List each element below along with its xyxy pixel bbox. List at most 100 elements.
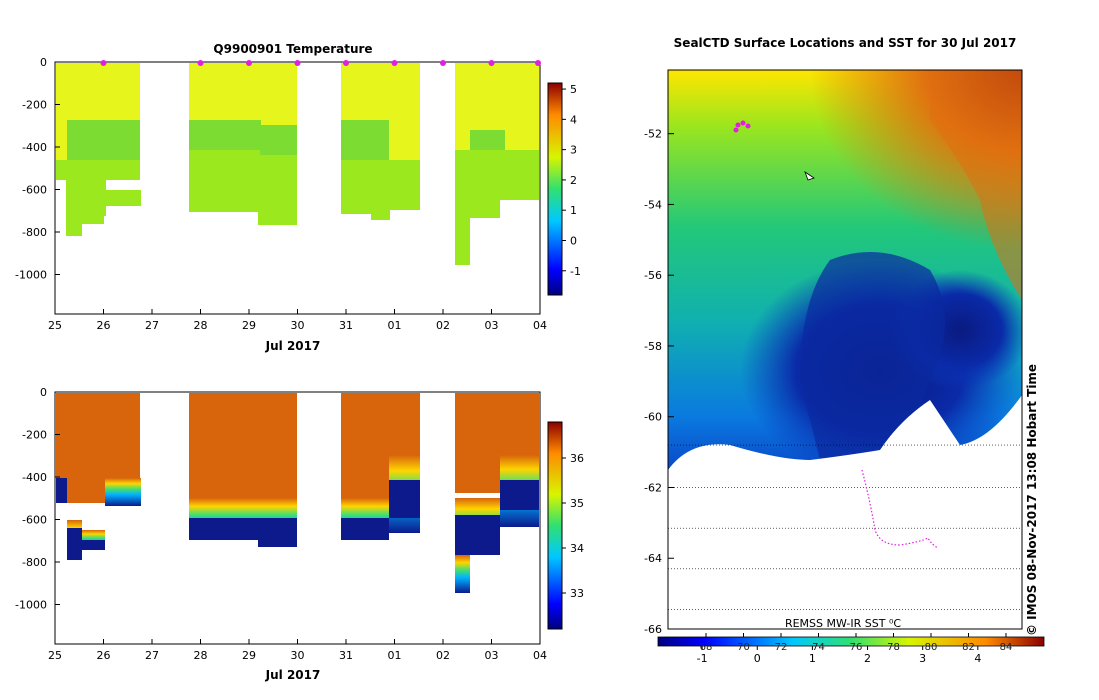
x-tick-label: 27 (145, 319, 159, 332)
temperature-colorbar-ticks: -1 0 1 2 3 4 5 (562, 83, 581, 278)
cold-tongue (800, 252, 945, 460)
surfacing-marker (488, 60, 495, 66)
x-tick-label: 02 (436, 649, 450, 662)
celsius-tick-label: 3 (919, 652, 926, 665)
temperature-y-axis: 0 -200 -400 -600 -800 -1000 (15, 56, 60, 282)
surfacing-markers (100, 60, 541, 66)
colorbar-tick-label: 5 (570, 83, 577, 96)
colorbar-tick-label: 35 (570, 497, 584, 510)
x-tick-label: 27 (145, 649, 159, 662)
colorbar-tick-label: 4 (570, 113, 577, 126)
colorbar-tick-label: 3 (570, 144, 577, 157)
seal-surface-locations (733, 120, 751, 133)
temperature-plot-area: 0 -200 -400 -600 -800 -1000 25 26 27 28 29 30 31 01 0… (15, 56, 547, 332)
salinity-deep-layer (67, 480, 539, 560)
fahrenheit-tick-label: 70 (737, 642, 750, 653)
celsius-tick-label: 1 (809, 652, 816, 665)
map-title: SealCTD Surface Locations and SST for 30… (674, 36, 1017, 50)
temperature-panel-title: Q9900901 Temperature (213, 42, 372, 56)
y-tick-label: -1000 (15, 269, 47, 282)
x-tick-label: 03 (485, 649, 499, 662)
salinity-colorbar-ticks: 33 34 35 36 (562, 452, 584, 600)
fahrenheit-tick-label: 78 (887, 642, 900, 653)
x-tick-label: 29 (242, 649, 256, 662)
map-lat-label: -54 (644, 198, 662, 211)
map-lat-label: -64 (644, 552, 662, 565)
map-lat-label: -60 (644, 411, 662, 424)
sst-colorbar-label: REMSS MW-IR SST ⁰C (785, 617, 901, 630)
x-tick-label: 04 (533, 649, 547, 662)
map-lat-label: -62 (644, 481, 662, 494)
x-tick-label: 03 (485, 319, 499, 332)
salinity-x-axis-label: Jul 2017 (265, 668, 321, 682)
surfacing-marker (343, 60, 349, 66)
colorbar-tick-label: 33 (570, 587, 584, 600)
fahrenheit-tick-label: 84 (1000, 642, 1013, 653)
surfacing-marker (535, 60, 541, 66)
x-tick-label: 28 (194, 649, 208, 662)
x-tick-label: 30 (291, 649, 305, 662)
map-latitude-gridlines (668, 444, 1022, 610)
x-tick-label: 04 (533, 319, 547, 332)
colorbar-tick-label: -1 (570, 265, 581, 278)
y-tick-label: -800 (22, 556, 47, 569)
salinity-x-axis: 25 26 27 28 29 30 31 01 02 03 04 (48, 639, 547, 662)
surfacing-marker (246, 60, 252, 66)
fahrenheit-tick-label: 68 (700, 642, 713, 653)
fahrenheit-tick-label: 80 (925, 642, 938, 653)
seal-track (861, 469, 939, 549)
fahrenheit-tick-label: 72 (775, 642, 788, 653)
x-tick-label: 02 (436, 319, 450, 332)
map-lat-label: -58 (644, 340, 662, 353)
surfacing-marker (294, 60, 301, 66)
map-lat-label: -56 (644, 269, 662, 282)
fahrenheit-tick-label: 76 (850, 642, 863, 653)
y-tick-label: -200 (22, 99, 47, 112)
fahrenheit-tick-label: 82 (962, 642, 975, 653)
surfacing-marker (440, 60, 446, 66)
map-lat-label: -52 (644, 128, 662, 141)
y-tick-label: 0 (40, 386, 47, 399)
x-tick-label: 29 (242, 319, 256, 332)
y-tick-label: -600 (22, 184, 47, 197)
y-tick-label: 0 (40, 56, 47, 69)
y-tick-label: -400 (22, 141, 47, 154)
current-position-marker (804, 170, 815, 181)
surfacing-marker (100, 60, 107, 66)
colorbar-tick-label: 36 (570, 452, 584, 465)
temperature-mid-layer (56, 150, 539, 218)
x-tick-label: 31 (339, 319, 353, 332)
credit-text: © IMOS 08-Nov-2017 13:08 Hobart Time (1025, 364, 1039, 636)
surfacing-marker (391, 60, 398, 66)
warm-front (930, 70, 1022, 300)
y-tick-label: -1000 (15, 599, 47, 612)
celsius-tick-label: -1 (697, 652, 708, 665)
sst-map (668, 70, 1022, 629)
sst-colorbar-ticks: -1 0 1 2 3 4 68 70 72 74 76 78 80 82 84 (697, 633, 1013, 665)
map-latitude-axis: -52 -54 -56 -58 -60 -62 -64 -66 (644, 128, 674, 636)
x-tick-label: 01 (388, 319, 402, 332)
temperature-x-axis-label: Jul 2017 (265, 339, 321, 353)
y-tick-label: -200 (22, 429, 47, 442)
temperature-profile-bottom (66, 200, 470, 265)
x-tick-label: 30 (291, 319, 305, 332)
celsius-tick-label: 4 (974, 652, 981, 665)
x-tick-label: 25 (48, 649, 62, 662)
colorbar-tick-label: 0 (570, 234, 577, 247)
temperature-colorbar: -1 0 1 2 3 4 5 (547, 82, 581, 296)
salinity-plot-area: 0 -200 -400 -600 -800 -1000 25 26 27 28 29 30 31 01 0… (15, 386, 547, 662)
x-tick-label: 26 (97, 319, 111, 332)
fahrenheit-tick-label: 74 (812, 642, 825, 653)
y-tick-label: -800 (22, 226, 47, 239)
salinity-colorbar: 33 34 35 36 (547, 421, 584, 630)
map-lat-label: -66 (644, 623, 662, 636)
x-tick-label: 01 (388, 649, 402, 662)
colorbar-tick-label: 1 (570, 204, 577, 217)
celsius-tick-label: 2 (864, 652, 871, 665)
x-tick-label: 25 (48, 319, 62, 332)
y-tick-label: -400 (22, 471, 47, 484)
temperature-deep-layer (67, 120, 505, 160)
colorbar-tick-label: 2 (570, 174, 577, 187)
celsius-tick-label: 0 (754, 652, 761, 665)
